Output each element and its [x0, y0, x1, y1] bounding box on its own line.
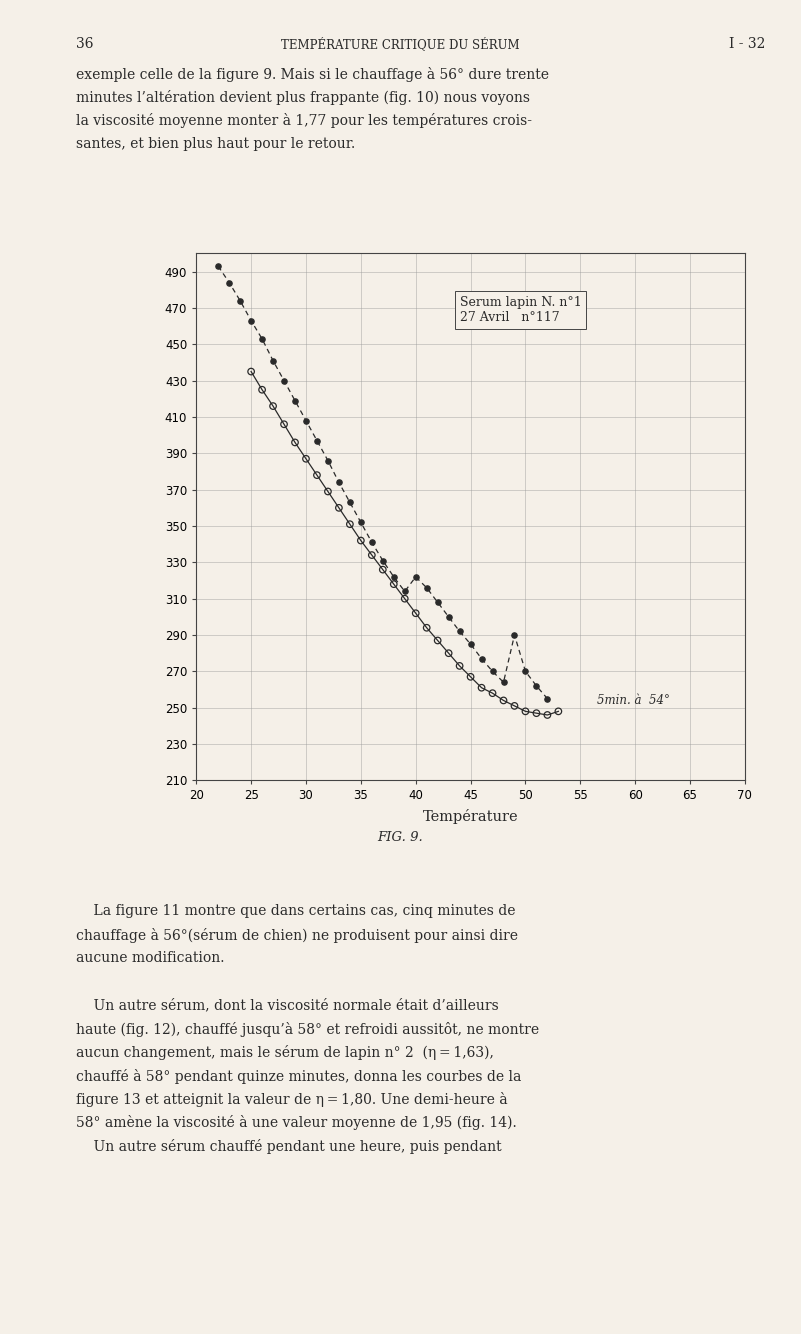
- Point: [475, 678, 488, 699]
- Point: [442, 606, 455, 627]
- Text: Un autre sérum, dont la viscosité normale était d’ailleurs: Un autre sérum, dont la viscosité normal…: [76, 998, 499, 1013]
- Point: [354, 512, 367, 534]
- Point: [278, 414, 291, 435]
- Text: La figure 11 montre que dans certains cas, cinq minutes de: La figure 11 montre que dans certains ca…: [76, 904, 516, 918]
- X-axis label: Température: Température: [423, 810, 518, 824]
- Point: [332, 498, 345, 519]
- Point: [288, 432, 301, 454]
- Point: [211, 256, 224, 277]
- Point: [465, 666, 477, 687]
- Text: 36: 36: [76, 37, 94, 51]
- Point: [321, 450, 334, 471]
- Point: [519, 700, 532, 722]
- Text: Serum lapin N. n°1
27 Avril   n°117: Serum lapin N. n°1 27 Avril n°117: [460, 296, 582, 324]
- Point: [552, 700, 565, 722]
- Text: minutes l’altération devient plus frappante (fig. 10) nous voyons: minutes l’altération devient plus frappa…: [76, 91, 530, 105]
- Text: FIG. 9.: FIG. 9.: [377, 831, 424, 844]
- Point: [344, 514, 356, 535]
- Point: [245, 362, 258, 383]
- Point: [409, 603, 422, 624]
- Point: [453, 620, 466, 642]
- Point: [332, 472, 345, 494]
- Point: [300, 410, 312, 431]
- Text: aucun changement, mais le sérum de lapin n° 2  (η = 1,63),: aucun changement, mais le sérum de lapin…: [76, 1046, 494, 1061]
- Point: [223, 272, 235, 293]
- Point: [409, 566, 422, 587]
- Point: [497, 690, 510, 711]
- Point: [256, 328, 268, 350]
- Point: [486, 683, 499, 704]
- Point: [354, 530, 367, 551]
- Text: la viscosité moyenne monter à 1,77 pour les températures crois-: la viscosité moyenne monter à 1,77 pour …: [76, 113, 532, 128]
- Point: [398, 580, 411, 602]
- Point: [465, 634, 477, 655]
- Point: [256, 379, 268, 400]
- Text: 5min. à  54°: 5min. à 54°: [597, 694, 670, 707]
- Point: [421, 618, 433, 639]
- Point: [321, 480, 334, 502]
- Point: [398, 588, 411, 610]
- Point: [530, 703, 543, 724]
- Point: [365, 532, 378, 554]
- Point: [344, 492, 356, 514]
- Point: [421, 578, 433, 599]
- Point: [519, 660, 532, 682]
- Point: [541, 704, 553, 726]
- Text: haute (fig. 12), chauffé jusqu’à 58° et refroidi aussitôt, ne montre: haute (fig. 12), chauffé jusqu’à 58° et …: [76, 1022, 539, 1037]
- Text: I - 32: I - 32: [729, 37, 765, 51]
- Text: aucune modification.: aucune modification.: [76, 951, 224, 964]
- Point: [267, 350, 280, 371]
- Point: [300, 448, 312, 470]
- Point: [234, 289, 247, 311]
- Text: santes, et bien plus haut pour le retour.: santes, et bien plus haut pour le retour…: [76, 137, 356, 151]
- Point: [365, 544, 378, 566]
- Point: [541, 688, 553, 710]
- Point: [278, 370, 291, 391]
- Point: [388, 566, 400, 587]
- Text: figure 13 et atteignit la valeur de η = 1,80. Une demi-heure à: figure 13 et atteignit la valeur de η = …: [76, 1091, 508, 1107]
- Text: 58° amène la viscosité à une valeur moyenne de 1,95 (fig. 14).: 58° amène la viscosité à une valeur moye…: [76, 1115, 517, 1130]
- Text: chauffage à 56°(sérum de chien) ne produisent pour ainsi dire: chauffage à 56°(sérum de chien) ne produ…: [76, 928, 518, 943]
- Point: [486, 660, 499, 682]
- Point: [267, 395, 280, 416]
- Point: [376, 559, 389, 580]
- Point: [245, 309, 258, 331]
- Text: chauffé à 58° pendant quinze minutes, donna les courbes de la: chauffé à 58° pendant quinze minutes, do…: [76, 1069, 521, 1083]
- Point: [311, 464, 324, 486]
- Point: [530, 675, 543, 696]
- Point: [508, 624, 521, 646]
- Point: [288, 390, 301, 411]
- Point: [497, 671, 510, 692]
- Point: [431, 630, 444, 651]
- Text: TEMPÉRATURE CRITIQUE DU SÉRUM: TEMPÉRATURE CRITIQUE DU SÉRUM: [281, 37, 520, 51]
- Text: exemple celle de la figure 9. Mais si le chauffage à 56° dure trente: exemple celle de la figure 9. Mais si le…: [76, 67, 549, 81]
- Point: [376, 550, 389, 571]
- Point: [442, 643, 455, 664]
- Point: [311, 430, 324, 451]
- Point: [431, 592, 444, 614]
- Point: [388, 574, 400, 595]
- Point: [453, 655, 466, 676]
- Point: [508, 695, 521, 716]
- Point: [475, 648, 488, 670]
- Text: Un autre sérum chauffé pendant une heure, puis pendant: Un autre sérum chauffé pendant une heure…: [76, 1139, 501, 1154]
